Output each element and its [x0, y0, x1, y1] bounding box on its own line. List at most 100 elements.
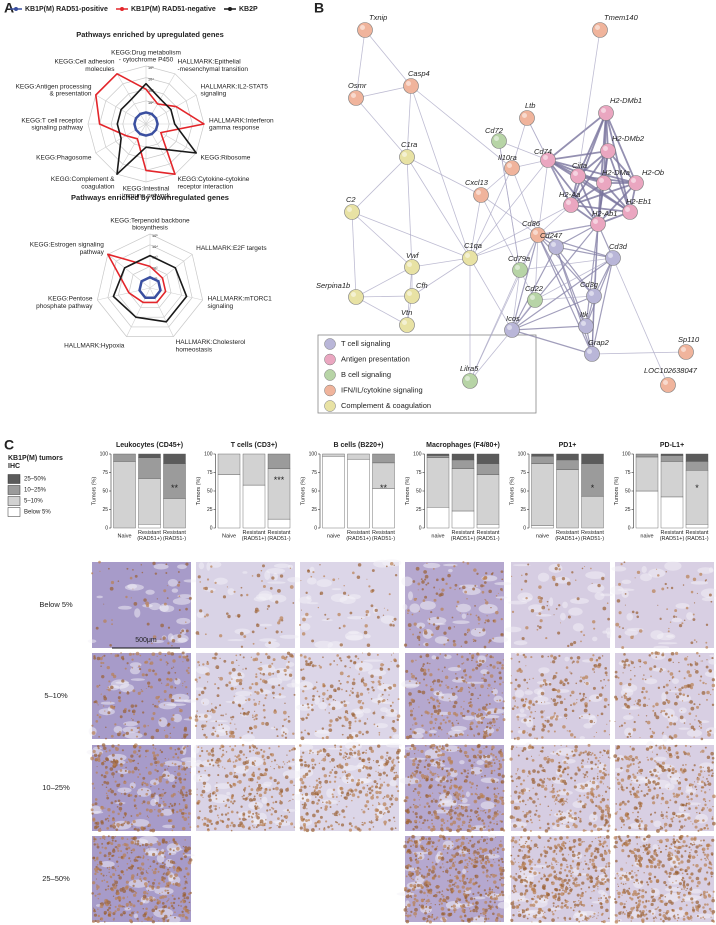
ihc-stain [328, 801, 332, 805]
ihc-stain [368, 761, 371, 764]
legend-marker [120, 7, 124, 11]
ihc-stain [303, 785, 307, 789]
ihc-stain [437, 774, 439, 776]
radar-category-label: KEGG:Estrogen signaling pathway [30, 241, 105, 255]
ihc-stain [143, 827, 146, 830]
ihc-stain [637, 762, 640, 765]
ihc-stain [534, 704, 536, 706]
ihc-stain [382, 802, 387, 807]
ihc-stain [426, 662, 429, 665]
ihc-stain [185, 621, 187, 623]
ihc-stain [441, 777, 446, 781]
ihc-stain [198, 754, 202, 758]
ihc-stain [253, 699, 255, 701]
ihc-stain [704, 803, 707, 807]
ihc-texture [166, 916, 181, 924]
ihc-stain [692, 823, 694, 825]
ihc-stain [571, 816, 574, 820]
ihc-stain [636, 790, 640, 794]
bar-segment [138, 524, 161, 529]
ihc-stain [92, 749, 96, 754]
ihc-stain [520, 588, 523, 591]
ihc-stain [258, 666, 263, 671]
ihc-stain [437, 704, 440, 708]
ihc-stain [525, 812, 529, 815]
ihc-texture [153, 908, 174, 918]
ihc-stain [220, 813, 224, 816]
ihc-stain [615, 777, 617, 779]
ihc-stain [338, 578, 340, 580]
ihc-stain [491, 816, 495, 821]
ihc-texture [377, 693, 383, 703]
ihc-stain [661, 669, 663, 671]
ihc-stain [596, 788, 598, 790]
row-label: 25–50% [42, 874, 70, 883]
ihc-texture [331, 588, 342, 591]
ihc-stain [575, 682, 578, 685]
ihc-stain [392, 758, 395, 761]
ihc-stain [242, 712, 247, 716]
ihc-stain [311, 639, 315, 643]
ihc-stain [421, 580, 425, 584]
ihc-stain [650, 820, 654, 823]
ihc-stain [262, 750, 266, 753]
ihc-stain [489, 674, 494, 678]
ihc-stain [537, 625, 539, 627]
ihc-stain [605, 674, 608, 677]
ihc-stain [407, 609, 410, 612]
ihc-stain [101, 655, 104, 658]
network-edge [351, 211, 471, 259]
ihc-texture [129, 666, 141, 675]
ihc-stain [556, 689, 561, 693]
ihc-stain [101, 761, 105, 766]
ihc-stain [574, 772, 578, 776]
ihc-texture [131, 819, 150, 827]
ihc-stain [667, 630, 670, 633]
ihc-stain [282, 731, 285, 734]
ihc-stain [408, 692, 412, 696]
ihc-stain [366, 784, 369, 787]
ihc-texture [459, 760, 465, 765]
ihc-stain [253, 725, 258, 729]
network-node [491, 133, 507, 149]
ihc-stain [688, 784, 691, 787]
ihc-stain [709, 729, 712, 733]
ihc-texture [648, 568, 666, 578]
node-highlight [522, 113, 527, 118]
ihc-stain [437, 753, 441, 757]
ihc-stain [273, 759, 277, 762]
ihc-stain [159, 638, 162, 640]
ihc-stain [632, 773, 635, 776]
ihc-stain [331, 827, 334, 831]
ihc-stain [603, 749, 606, 753]
ihc-stain [522, 788, 526, 792]
bar-segment [581, 495, 604, 529]
ihc-stain [433, 812, 438, 816]
ihc-stain [548, 778, 552, 781]
ihc-stain [286, 809, 290, 812]
ihc-stain [707, 769, 711, 773]
ihc-stain [118, 691, 122, 694]
ihc-stain [100, 693, 102, 695]
network-edge [591, 351, 687, 355]
ihc-stain [160, 623, 164, 628]
ihc-texture [419, 600, 436, 610]
ihc-stain [467, 734, 469, 736]
ihc-stain [199, 764, 203, 768]
ihc-stain [485, 745, 488, 749]
ihc-stain [440, 824, 444, 827]
ihc-stain [409, 703, 413, 706]
ihc-stain [502, 829, 506, 832]
ihc-stain [229, 771, 233, 776]
ihc-stain [711, 683, 716, 688]
radar-series [116, 82, 197, 175]
ihc-stain [179, 790, 184, 795]
ihc-stain [464, 805, 468, 810]
ihc-stain [150, 735, 155, 740]
ihc-stain [178, 655, 182, 659]
ihc-stain [569, 642, 574, 647]
ihc-stain [482, 822, 486, 825]
ihc-texture [213, 577, 228, 585]
ihc-stain [456, 806, 459, 810]
ihc-stain [372, 821, 374, 823]
